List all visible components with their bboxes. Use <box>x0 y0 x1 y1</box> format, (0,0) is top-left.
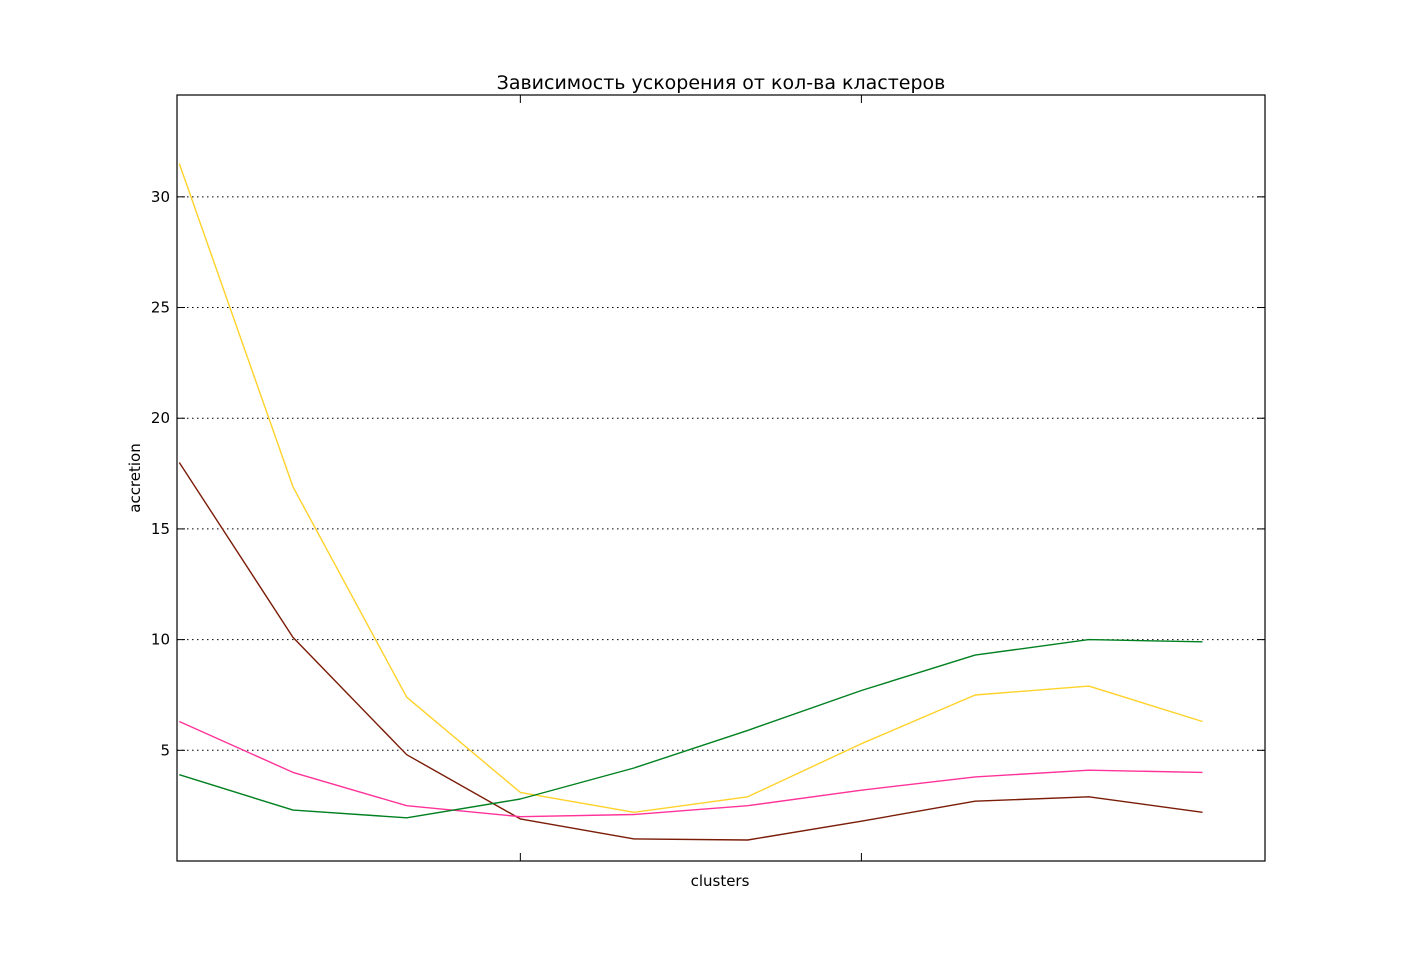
series-line-1 <box>178 163 1203 813</box>
series-line-3 <box>179 720 1203 818</box>
series-lines <box>178 163 1203 841</box>
series-line-4 <box>179 638 1203 819</box>
y-tick-label-15: 15 <box>151 520 170 538</box>
y-tick-label-5: 5 <box>160 741 170 759</box>
y-tick-label-10: 10 <box>151 631 170 649</box>
y-tick-label-20: 20 <box>151 409 170 427</box>
x-axis-label: clusters <box>691 872 750 890</box>
chart-title: Зависимость ускорения от кол-ва кластеро… <box>497 72 946 94</box>
y-axis-label: accretion <box>126 443 144 513</box>
series-line-2 <box>178 462 1203 841</box>
y-tick-label-30: 30 <box>151 188 170 206</box>
plot-area-frame <box>176 94 1266 862</box>
axis-ticks <box>177 95 1265 861</box>
y-tick-label-25: 25 <box>151 299 170 317</box>
grid-lines <box>177 196 1265 751</box>
